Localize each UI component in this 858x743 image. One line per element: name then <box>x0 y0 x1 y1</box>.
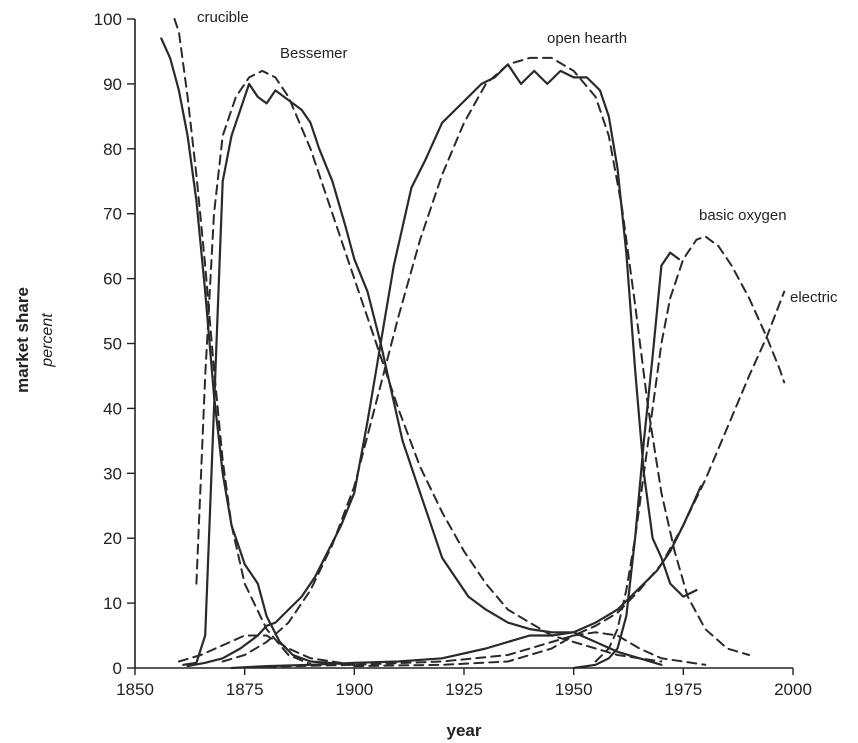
axes <box>134 19 793 669</box>
series-label-crucible: crucible <box>197 9 249 26</box>
y-tick-label: 30 <box>103 464 122 483</box>
series-label-basic-oxygen: basic oxygen <box>699 207 787 224</box>
y-tick-label: 100 <box>94 10 122 29</box>
series-line-electric-actual <box>230 485 702 670</box>
y-tick-label: 70 <box>103 205 122 224</box>
x-tick-label: 1950 <box>555 680 593 699</box>
series-line-open-hearth-fitted <box>353 631 707 668</box>
series-layer <box>160 18 786 670</box>
y-tick-label: 80 <box>103 140 122 159</box>
y-tick-label: 50 <box>103 335 122 354</box>
series-label-open-hearth: open hearth <box>547 30 627 47</box>
y-tick-label: 90 <box>103 75 122 94</box>
series-line-bessemer-fitted <box>195 69 663 663</box>
series-label-electric: electric <box>790 289 838 306</box>
y-axis-subtitle: percent <box>39 313 56 368</box>
series-line-bessemer-actual <box>182 82 663 666</box>
series-label-bessemer: Bessemer <box>280 45 348 62</box>
series-line-open-hearth-actual <box>186 63 698 668</box>
x-tick-label: 2000 <box>774 680 812 699</box>
y-tick-label: 20 <box>103 529 122 548</box>
y-tick-label: 10 <box>103 594 122 613</box>
x-ticks: 1850 1875 1900 1925 1950 1975 2000 <box>116 668 812 699</box>
y-tick-label: 40 <box>103 399 122 418</box>
y-ticks: 0 10 20 30 40 50 60 70 80 90 100 <box>94 10 135 678</box>
series-line-open-hearth-fitted <box>221 56 751 663</box>
x-axis-title: year <box>447 721 482 740</box>
y-tick-label: 60 <box>103 270 122 289</box>
x-tick-label: 1850 <box>116 680 154 699</box>
series-line-basic-oxygen-actual <box>572 251 680 670</box>
series-line-electric-fitted <box>265 290 786 668</box>
y-tick-label: 0 <box>113 659 122 678</box>
x-tick-label: 1875 <box>226 680 264 699</box>
series-line-crucible-actual <box>160 37 356 666</box>
x-tick-label: 1900 <box>335 680 373 699</box>
y-axis-title: market share <box>13 287 32 393</box>
series-line-basic-oxygen-fitted <box>594 235 786 663</box>
x-tick-label: 1975 <box>664 680 702 699</box>
series-line-crucible-fitted <box>173 18 312 666</box>
x-tick-label: 1925 <box>445 680 483 699</box>
series-line-bessemer-fitted <box>177 634 356 666</box>
